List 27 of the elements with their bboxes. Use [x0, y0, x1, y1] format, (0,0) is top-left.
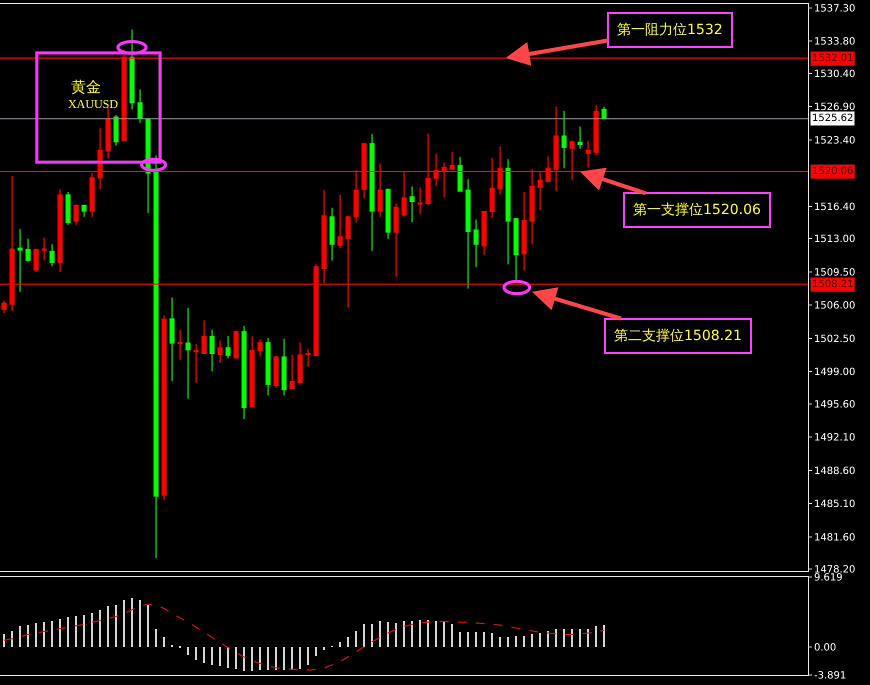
y-tick-label: 1530.40	[814, 68, 856, 80]
y-tick-label: 1523.40	[814, 135, 856, 146]
annotation: 第一支撑位1520.06	[633, 202, 761, 218]
y-tick-label: -3.891	[814, 670, 846, 682]
y-tick-label: 1509.50	[814, 267, 856, 278]
y-tick-label: 1513.00	[814, 234, 856, 246]
y-tick-label: 1485.10	[814, 499, 856, 510]
y-tick-label: 1492.10	[814, 432, 856, 444]
annotation: 黄金	[71, 78, 101, 96]
ref-line-label: 1525.62	[812, 113, 854, 124]
y-tick-label: 1499.00	[814, 367, 856, 378]
y-tick-label: 1526.90	[814, 102, 856, 114]
y-tick-label: 1506.00	[814, 300, 856, 312]
y-tick-label: 1516.40	[814, 202, 856, 213]
annotation: 第二支撑位1508.21	[614, 328, 742, 344]
ref-line-label: 1508.21	[812, 279, 854, 290]
y-tick-label: 1533.80	[814, 36, 856, 48]
annotation: 第一阻力位1532	[617, 22, 723, 38]
ref-line-label: 1520.06	[812, 166, 854, 177]
ref-line-label: 1532.01	[812, 53, 854, 64]
y-tick-label: 0.00	[814, 642, 836, 654]
y-tick-label: 1488.60	[814, 466, 856, 477]
y-tick-label: 1481.60	[814, 532, 856, 544]
annotation: XAUUSD	[68, 97, 118, 111]
y-tick-label: 1537.30	[814, 3, 856, 14]
y-tick-label: 1502.50	[814, 334, 856, 345]
y-tick-label: 1495.60	[814, 399, 856, 410]
